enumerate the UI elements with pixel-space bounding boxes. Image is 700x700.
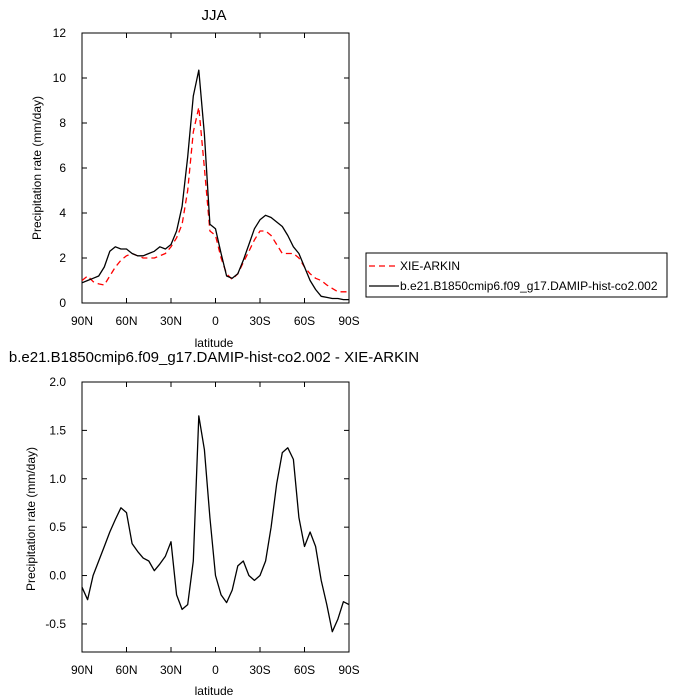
top-panel-ytick-label: 6 [59, 161, 66, 175]
top-panel-series-line-0 [81, 106, 349, 293]
bottom-panel-xtick-label: 0 [212, 663, 219, 677]
bottom-panel-ytick-label: 0.0 [49, 569, 66, 583]
bottom-panel: b.e21.B1850cmip6.f09_g17.DAMIP-hist-co2.… [9, 349, 419, 698]
bottom-panel-xtick-label: 90S [338, 663, 359, 677]
bottom-panel-ytick-label: -0.5 [45, 617, 66, 631]
top-panel-ytick-label: 8 [59, 116, 66, 130]
bottom-panel-title: b.e21.B1850cmip6.f09_g17.DAMIP-hist-co2.… [9, 349, 419, 366]
bottom-panel-ytick-label: 0.5 [49, 520, 66, 534]
bottom-panel-ytick-label: 2.0 [49, 375, 66, 389]
bottom-panel-plot-frame [81, 381, 350, 653]
top-panel-ylabel: Precipitation rate (mm/day) [30, 96, 44, 240]
top-panel-ytick-label: 0 [59, 296, 66, 310]
bottom-panel-ticks: 90N 60N 30N 0 30S 60S 90S -0.5 0.0 0.5 1.0 1.5 2.0 [45, 375, 359, 677]
legend-label-model: b.e21.B1850cmip6.f09_g17.DAMIP-hist-co2.… [400, 279, 658, 293]
bottom-panel-xtick-label: 90N [71, 663, 93, 677]
bottom-panel-xlabel: latitude [195, 684, 234, 698]
bottom-panel-series-line-0 [81, 415, 350, 633]
top-panel-xtick-label: 0 [212, 314, 219, 328]
bottom-panel-ytick-label: 1.5 [49, 423, 66, 437]
top-panel: JJA Precipitation rate (mm/day) latitude… [30, 7, 360, 350]
legend-box [365, 252, 668, 298]
top-panel-title: JJA [201, 7, 226, 24]
top-panel-xtick-label: 30N [160, 314, 182, 328]
top-panel-xtick-label: 60N [115, 314, 137, 328]
top-panel-ytick-label: 10 [53, 71, 67, 85]
bottom-panel-ytick-label: 1.0 [49, 472, 66, 486]
top-panel-series [81, 69, 349, 301]
top-panel-ytick-label: 4 [59, 206, 66, 220]
top-panel-series-line-1 [81, 69, 349, 301]
legend-label-xie-arkin: XIE-ARKIN [400, 259, 460, 273]
bottom-panel-xtick-label: 60N [115, 663, 137, 677]
top-panel-ytick-label: 12 [53, 26, 67, 40]
bottom-panel-xtick-label: 60S [294, 663, 315, 677]
top-panel-xtick-label: 30S [249, 314, 270, 328]
bottom-panel-ylabel: Precipitation rate (mm/day) [24, 447, 38, 591]
top-panel-xtick-label: 60S [294, 314, 315, 328]
top-panel-plot-frame [81, 32, 350, 304]
bottom-panel-xtick-label: 30S [249, 663, 270, 677]
legend: XIE-ARKIN b.e21.B1850cmip6.f09_g17.DAMIP… [365, 252, 668, 298]
top-panel-ticks: 90N 60N 30N 0 30S 60S 90S 0 2 4 6 8 10 12 [53, 26, 360, 328]
top-panel-xlabel: latitude [195, 336, 234, 350]
bottom-panel-series [81, 415, 350, 633]
top-panel-xtick-label: 90S [338, 314, 359, 328]
bottom-panel-xtick-label: 30N [160, 663, 182, 677]
top-panel-xtick-label: 90N [71, 314, 93, 328]
top-panel-ytick-label: 2 [59, 251, 66, 265]
